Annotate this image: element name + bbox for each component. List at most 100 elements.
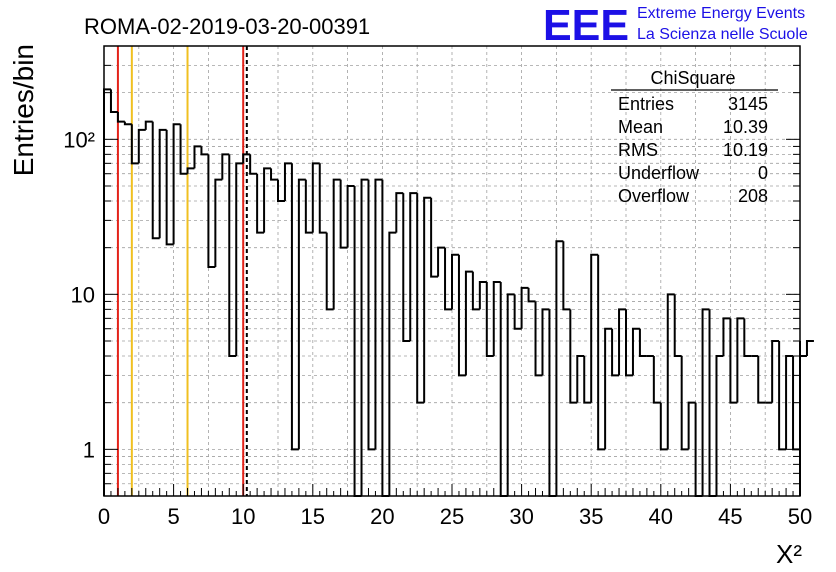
histogram-bin bbox=[541, 308, 550, 376]
histogram-bin bbox=[200, 146, 209, 156]
histogram-bin bbox=[402, 193, 411, 342]
x-tick-label: 25 bbox=[440, 504, 464, 529]
histogram-bin bbox=[618, 308, 626, 376]
histogram-bin bbox=[805, 339, 814, 357]
histogram-bin bbox=[527, 287, 536, 303]
y-tick-label: 10 bbox=[71, 282, 95, 307]
histogram-bin bbox=[625, 309, 633, 377]
stats-label-underflow: Underflow bbox=[618, 163, 700, 183]
histogram-bin bbox=[172, 123, 181, 245]
histogram-bin bbox=[179, 124, 188, 175]
y-tick-label: 10² bbox=[63, 127, 95, 152]
histogram-bin bbox=[799, 355, 807, 450]
marker-lines bbox=[116, 46, 248, 496]
histogram-bin bbox=[597, 254, 606, 451]
histogram-bin bbox=[701, 308, 710, 496]
histogram-bin bbox=[444, 247, 452, 311]
histogram-bin bbox=[186, 167, 195, 174]
histogram-bin bbox=[437, 246, 446, 277]
histogram-bin bbox=[311, 162, 320, 233]
stats-value-entries: 3145 bbox=[728, 94, 768, 114]
histogram-bin bbox=[242, 153, 251, 164]
histogram-bin bbox=[478, 281, 487, 310]
histogram-bin bbox=[137, 128, 146, 164]
histogram-bin bbox=[638, 328, 647, 358]
stats-label-entries: Entries bbox=[618, 94, 674, 114]
histogram-bin bbox=[590, 253, 599, 403]
histogram-bin bbox=[569, 309, 578, 404]
histogram-bin bbox=[583, 356, 592, 404]
histogram-bin bbox=[290, 163, 299, 451]
histogram-bin bbox=[221, 153, 230, 180]
histogram-bin bbox=[263, 167, 272, 233]
histogram-bin bbox=[360, 178, 369, 496]
histogram-bin bbox=[555, 240, 564, 496]
histogram-bin bbox=[534, 301, 543, 377]
stats-label-overflow: Overflow bbox=[618, 186, 690, 206]
histogram-bin bbox=[123, 121, 132, 126]
y-axis-label: Entries/bin bbox=[8, 44, 39, 176]
axes: 0 5 10 15 20 25 30 35 40 45 50 1 10 10² bbox=[63, 45, 812, 529]
histogram-bin bbox=[283, 162, 292, 202]
histogram-bin bbox=[680, 356, 689, 451]
x-tick-label: 5 bbox=[167, 504, 179, 529]
histogram-bin bbox=[103, 88, 111, 496]
histogram-bin bbox=[562, 241, 571, 311]
histogram-bin bbox=[659, 402, 668, 451]
stats-box: ChiSquare Entries 3145 Mean 10.39 RMS 10… bbox=[611, 68, 778, 206]
histogram-bin bbox=[722, 317, 731, 357]
histogram-bin bbox=[771, 339, 780, 403]
histogram-bin bbox=[395, 192, 404, 233]
x-tick-label: 40 bbox=[649, 504, 673, 529]
histogram-bin bbox=[611, 328, 620, 377]
histogram-bin bbox=[513, 294, 522, 330]
x-tick-label: 15 bbox=[301, 504, 325, 529]
histogram-bin bbox=[520, 286, 529, 329]
histogram-bin bbox=[325, 232, 334, 311]
histogram-bin bbox=[409, 192, 418, 341]
stats-value-underflow: 0 bbox=[758, 163, 768, 183]
histogram-bin bbox=[485, 282, 494, 358]
histogram-bin bbox=[235, 162, 244, 357]
histogram-bin bbox=[471, 271, 480, 311]
histogram-bin bbox=[332, 178, 341, 310]
histogram-bin bbox=[304, 179, 313, 234]
stats-title: ChiSquare bbox=[650, 68, 735, 88]
x-tick-label: 30 bbox=[509, 504, 533, 529]
histogram-bin bbox=[464, 270, 473, 376]
histogram-bin bbox=[673, 294, 682, 358]
histogram-bin bbox=[228, 154, 237, 358]
eee-logo: EEE Extreme Energy Events La Scienza nel… bbox=[543, 1, 808, 50]
histogram-bin bbox=[256, 173, 265, 234]
histogram-bin bbox=[757, 356, 766, 404]
histogram-bin bbox=[666, 293, 675, 450]
histogram-bin bbox=[604, 327, 613, 450]
histogram-bin bbox=[318, 163, 327, 234]
x-tick-label: 45 bbox=[718, 504, 742, 529]
histogram-bin bbox=[249, 154, 258, 175]
histogram-bin bbox=[277, 179, 285, 203]
x-tick-label: 0 bbox=[98, 504, 110, 529]
histogram-bin bbox=[785, 355, 794, 450]
histogram-bin bbox=[423, 196, 432, 403]
histogram-bin bbox=[270, 168, 278, 181]
logo-line-1: Extreme Energy Events bbox=[637, 5, 805, 22]
histogram-bin bbox=[499, 282, 508, 497]
stats-value-rms: 10.19 bbox=[723, 140, 768, 160]
histogram-bin bbox=[778, 340, 787, 451]
histogram-bin bbox=[346, 184, 355, 248]
histogram-bin bbox=[374, 178, 383, 450]
histogram-bin bbox=[151, 121, 160, 240]
histogram-bin bbox=[381, 179, 390, 497]
histogram-bin bbox=[214, 178, 223, 268]
stats-label-rms: RMS bbox=[618, 140, 658, 160]
histogram-bin bbox=[158, 128, 167, 239]
histogram-bin bbox=[339, 179, 348, 249]
histogram-bin bbox=[736, 317, 745, 403]
histogram-bin bbox=[416, 193, 425, 404]
histogram-bin bbox=[652, 356, 661, 404]
histogram-series bbox=[103, 88, 814, 497]
histogram-bin bbox=[631, 327, 640, 376]
histogram-bin bbox=[687, 401, 696, 450]
